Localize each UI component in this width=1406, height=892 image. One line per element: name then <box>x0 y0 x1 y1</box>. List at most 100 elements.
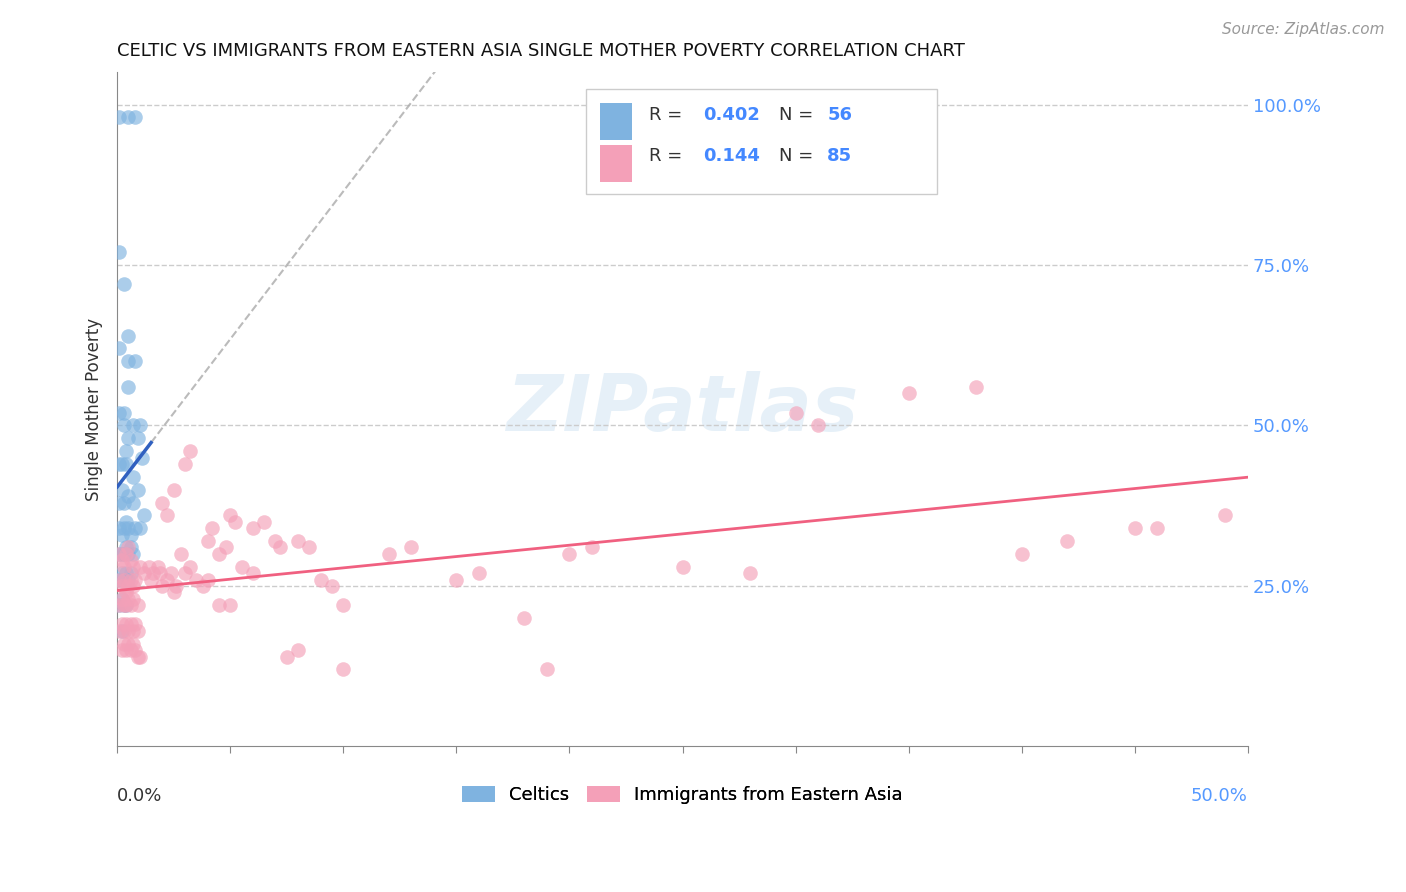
Point <box>112 624 135 638</box>
Point <box>224 515 246 529</box>
Point <box>128 649 150 664</box>
Point <box>108 547 131 561</box>
Point <box>309 573 332 587</box>
Point <box>120 573 142 587</box>
Text: 0.0%: 0.0% <box>117 787 163 805</box>
Point <box>112 637 135 651</box>
Point <box>122 591 145 606</box>
Point <box>179 444 201 458</box>
Point <box>146 559 169 574</box>
Point <box>208 547 231 561</box>
Text: R =: R = <box>648 146 688 164</box>
Text: N =: N = <box>779 146 818 164</box>
Point <box>332 598 354 612</box>
Point <box>152 495 174 509</box>
Point <box>115 598 138 612</box>
Point <box>122 637 145 651</box>
Point <box>128 559 150 574</box>
Point <box>128 418 150 433</box>
Point <box>131 450 153 465</box>
Point <box>156 573 179 587</box>
Point <box>115 457 138 471</box>
Point <box>558 547 581 561</box>
Legend: Celtics, Immigrants from Eastern Asia: Celtics, Immigrants from Eastern Asia <box>456 779 910 812</box>
Point <box>165 579 187 593</box>
Point <box>115 566 138 581</box>
Point <box>108 598 131 612</box>
Point <box>253 515 276 529</box>
Text: 85: 85 <box>827 146 852 164</box>
Text: N =: N = <box>779 106 818 124</box>
Point <box>122 470 145 484</box>
Point <box>112 547 135 561</box>
Point <box>124 573 146 587</box>
Point <box>117 579 139 593</box>
Point <box>124 111 146 125</box>
Point <box>117 541 139 555</box>
Point <box>117 380 139 394</box>
Point <box>120 643 142 657</box>
Point <box>108 573 131 587</box>
Point <box>191 579 214 593</box>
Point <box>111 553 134 567</box>
Point <box>108 573 131 587</box>
Point <box>163 483 186 497</box>
Point <box>112 418 135 433</box>
Point <box>1056 534 1078 549</box>
Point <box>671 559 693 574</box>
Text: ZIPatlas: ZIPatlas <box>506 371 859 448</box>
Point <box>122 418 145 433</box>
Point <box>122 547 145 561</box>
Point <box>468 566 491 581</box>
Point <box>108 598 131 612</box>
Text: R =: R = <box>648 106 688 124</box>
Point <box>142 566 165 581</box>
Point <box>785 406 807 420</box>
Point <box>446 573 468 587</box>
Point <box>242 521 264 535</box>
Point <box>111 566 134 581</box>
Point <box>219 508 242 523</box>
Point <box>108 406 131 420</box>
Point <box>115 444 138 458</box>
Point <box>117 431 139 445</box>
Point <box>117 624 139 638</box>
Point <box>112 495 135 509</box>
Point <box>156 508 179 523</box>
Point <box>122 579 145 593</box>
Point <box>242 566 264 581</box>
Point <box>152 579 174 593</box>
Point <box>112 598 135 612</box>
Point <box>127 649 149 664</box>
Point <box>276 649 298 664</box>
Point <box>112 277 135 292</box>
Point <box>174 566 197 581</box>
Point <box>117 573 139 587</box>
Text: CELTIC VS IMMIGRANTS FROM EASTERN ASIA SINGLE MOTHER POVERTY CORRELATION CHART: CELTIC VS IMMIGRANTS FROM EASTERN ASIA S… <box>117 42 965 60</box>
Point <box>112 521 135 535</box>
Point <box>115 541 138 555</box>
Point <box>231 559 253 574</box>
Point <box>111 527 134 541</box>
Point <box>966 380 988 394</box>
Point <box>111 547 134 561</box>
Point <box>111 591 134 606</box>
Point <box>160 566 183 581</box>
Point <box>112 406 135 420</box>
Point <box>111 624 134 638</box>
Point <box>124 521 146 535</box>
Point <box>120 527 142 541</box>
Point <box>120 617 142 632</box>
Point <box>117 521 139 535</box>
Point <box>115 585 138 599</box>
Point <box>117 111 139 125</box>
Point <box>208 598 231 612</box>
Point <box>108 342 131 356</box>
Point <box>112 573 135 587</box>
Point <box>581 541 603 555</box>
Point <box>111 617 134 632</box>
Point <box>111 579 134 593</box>
Point <box>111 483 134 497</box>
Point <box>134 566 156 581</box>
Point <box>122 559 145 574</box>
